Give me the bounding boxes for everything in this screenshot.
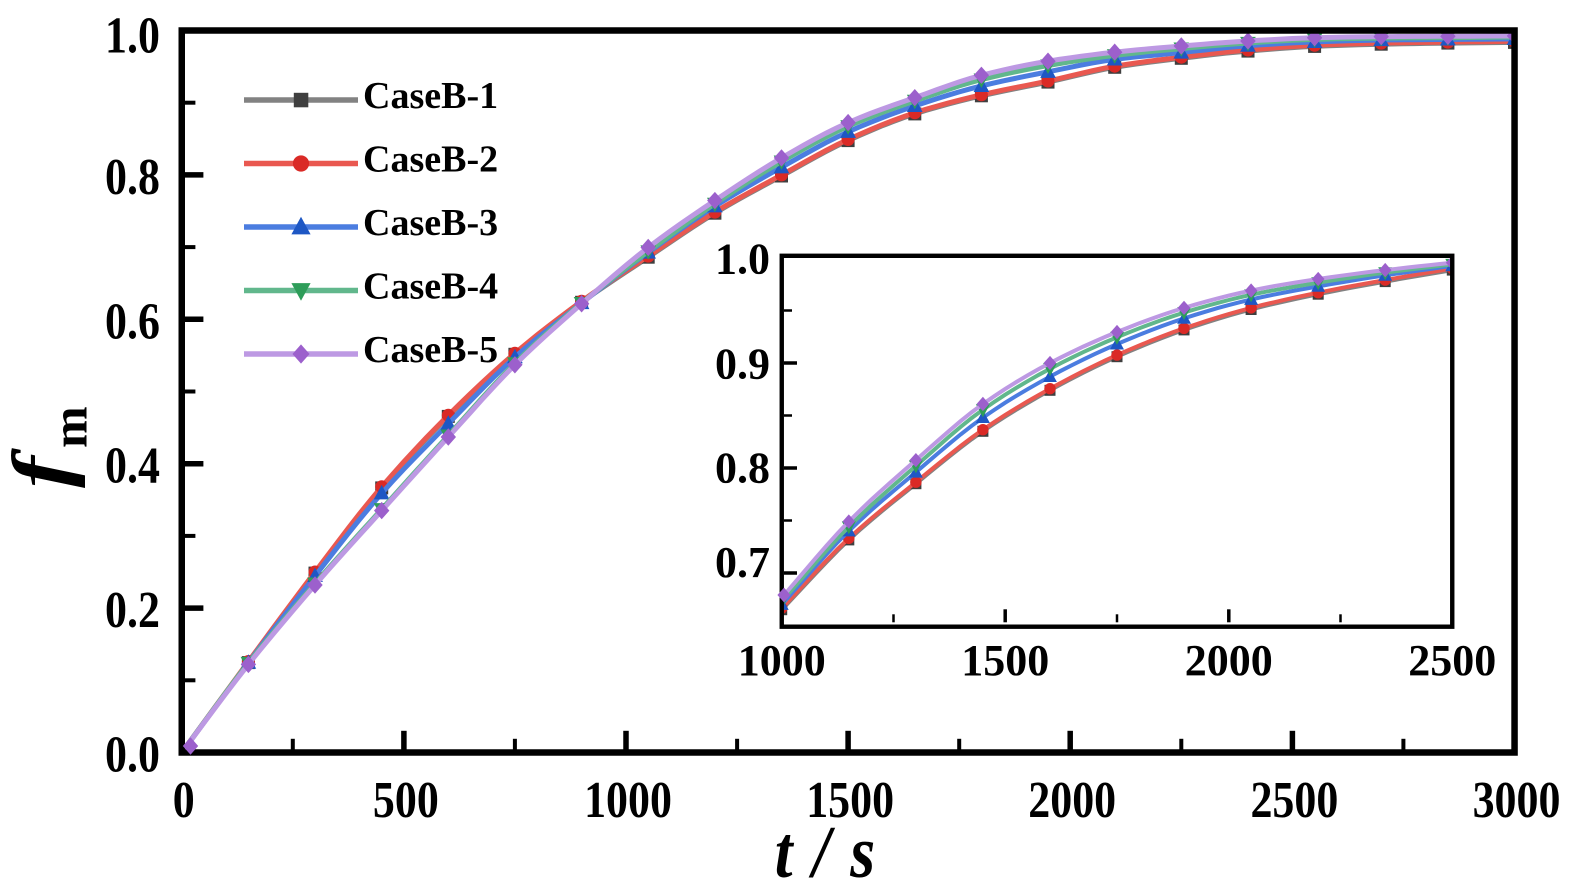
svg-text:CaseB-3: CaseB-3 (363, 202, 498, 244)
svg-text:0: 0 (173, 772, 195, 829)
svg-text:m: m (42, 406, 98, 448)
svg-text:2500: 2500 (1250, 772, 1338, 829)
svg-text:0.9: 0.9 (715, 340, 770, 389)
svg-text:2000: 2000 (1185, 636, 1273, 685)
svg-text:1000: 1000 (738, 636, 826, 685)
svg-text:0.7: 0.7 (715, 538, 770, 587)
svg-text:CaseB-1: CaseB-1 (363, 75, 498, 117)
svg-text:CaseB-4: CaseB-4 (363, 266, 498, 308)
svg-text:0.0: 0.0 (105, 726, 160, 783)
svg-text:0.8: 0.8 (105, 149, 160, 206)
svg-text:t / s: t / s (775, 812, 877, 892)
svg-text:1000: 1000 (584, 772, 672, 829)
svg-text:3000: 3000 (1473, 772, 1561, 829)
svg-text:CaseB-2: CaseB-2 (363, 139, 498, 181)
svg-text:500: 500 (373, 772, 439, 829)
svg-text:1500: 1500 (806, 772, 894, 829)
svg-text:0.6: 0.6 (105, 293, 160, 350)
svg-text:0.4: 0.4 (105, 437, 160, 494)
svg-text:2000: 2000 (1028, 772, 1116, 829)
svg-text:1500: 1500 (961, 636, 1049, 685)
svg-text:CaseB-5: CaseB-5 (363, 329, 498, 371)
svg-text:0.8: 0.8 (715, 444, 770, 493)
svg-text:2500: 2500 (1408, 636, 1496, 685)
svg-text:1.0: 1.0 (105, 7, 160, 64)
svg-text:1.0: 1.0 (715, 235, 770, 284)
svg-text:0.2: 0.2 (105, 582, 160, 639)
